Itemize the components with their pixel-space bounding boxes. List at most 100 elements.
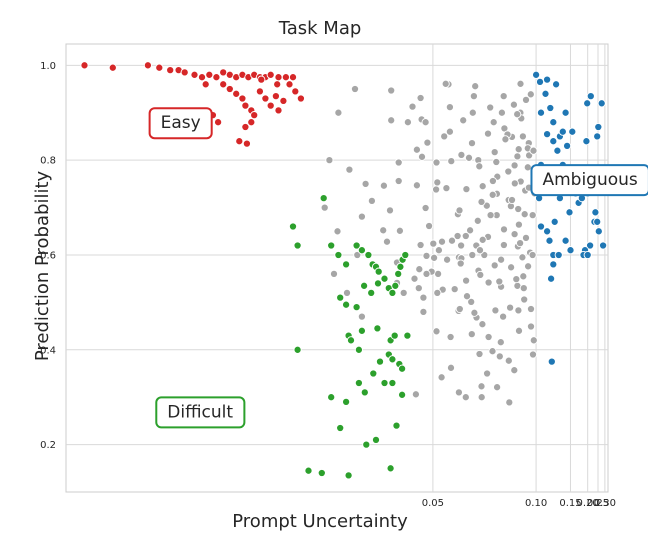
data-point bbox=[432, 327, 441, 336]
data-point bbox=[336, 423, 345, 433]
data-point bbox=[464, 153, 474, 162]
data-point bbox=[412, 181, 421, 190]
data-point bbox=[317, 468, 326, 478]
data-point bbox=[388, 378, 397, 388]
data-point bbox=[320, 203, 329, 212]
data-point bbox=[342, 288, 352, 297]
data-point bbox=[422, 251, 431, 260]
data-point bbox=[425, 221, 434, 231]
data-point bbox=[410, 274, 419, 283]
data-point bbox=[367, 196, 376, 205]
data-point bbox=[421, 203, 430, 213]
data-point bbox=[401, 250, 410, 260]
data-point bbox=[108, 63, 117, 72]
data-point bbox=[583, 99, 592, 108]
data-point bbox=[488, 347, 497, 356]
data-point bbox=[478, 320, 487, 329]
data-point bbox=[514, 145, 523, 154]
data-point bbox=[483, 129, 493, 138]
data-point bbox=[461, 393, 470, 402]
data-point bbox=[419, 293, 428, 302]
data-point bbox=[408, 102, 417, 111]
data-point bbox=[495, 352, 504, 361]
data-point bbox=[266, 70, 275, 79]
data-point bbox=[545, 236, 554, 245]
data-point bbox=[357, 326, 366, 335]
region-label-ambiguous: Ambiguous bbox=[530, 164, 648, 197]
region-label-box bbox=[148, 107, 213, 140]
data-point bbox=[476, 270, 485, 279]
data-point bbox=[591, 208, 600, 217]
data-point bbox=[561, 108, 570, 117]
x-tick-label: 0.25 bbox=[587, 498, 609, 509]
data-point bbox=[509, 100, 518, 109]
data-point bbox=[528, 211, 537, 220]
data-point bbox=[526, 90, 535, 99]
data-point bbox=[536, 222, 546, 231]
data-point bbox=[528, 250, 537, 260]
data-point bbox=[467, 139, 477, 148]
data-point bbox=[507, 195, 517, 205]
region-labels: Easy Ambiguous Difficult bbox=[148, 107, 648, 429]
data-point bbox=[396, 262, 405, 271]
data-point bbox=[434, 246, 443, 255]
data-point bbox=[488, 190, 497, 199]
data-point bbox=[411, 390, 420, 399]
data-point bbox=[459, 116, 468, 125]
data-point bbox=[274, 106, 283, 115]
data-point bbox=[484, 278, 493, 287]
data-point bbox=[415, 265, 424, 274]
data-point bbox=[543, 130, 552, 139]
data-point bbox=[379, 226, 388, 235]
data-point bbox=[388, 288, 397, 297]
data-point bbox=[586, 92, 595, 101]
data-point bbox=[514, 306, 523, 315]
data-point bbox=[499, 225, 509, 234]
data-point bbox=[547, 357, 556, 366]
data-point bbox=[336, 293, 345, 302]
data-point bbox=[594, 227, 603, 236]
data-point bbox=[520, 295, 529, 304]
data-point bbox=[507, 263, 516, 272]
data-point bbox=[285, 80, 294, 89]
data-point bbox=[492, 157, 501, 167]
data-point bbox=[274, 73, 283, 82]
data-point bbox=[523, 163, 532, 172]
data-point bbox=[447, 236, 457, 245]
data-point bbox=[471, 82, 480, 91]
region-label-box bbox=[155, 396, 246, 429]
data-point bbox=[593, 217, 602, 226]
y-axis-ticks: 0.2 0.4 0.6 0.8 1.0 bbox=[40, 61, 56, 451]
data-point bbox=[467, 297, 476, 306]
region-label-text: Ambiguous bbox=[542, 170, 637, 190]
data-point bbox=[416, 93, 425, 103]
data-point bbox=[543, 227, 552, 236]
data-point bbox=[468, 108, 477, 117]
data-point bbox=[445, 127, 454, 136]
data-point bbox=[414, 284, 423, 293]
data-point bbox=[346, 336, 356, 345]
data-point bbox=[235, 137, 244, 146]
data-point bbox=[361, 179, 370, 188]
data-point bbox=[499, 92, 508, 101]
data-point bbox=[461, 231, 470, 241]
y-tick-label: 1.0 bbox=[40, 61, 56, 72]
data-point bbox=[504, 167, 513, 176]
data-point bbox=[373, 324, 382, 333]
x-tick-label: 0.10 bbox=[525, 498, 547, 509]
data-point bbox=[490, 261, 499, 270]
data-point bbox=[344, 471, 353, 480]
data-point bbox=[180, 68, 189, 77]
data-point bbox=[518, 253, 527, 262]
data-point bbox=[455, 206, 464, 215]
data-point bbox=[281, 73, 290, 82]
data-point bbox=[553, 146, 562, 155]
data-point bbox=[599, 241, 608, 250]
data-point bbox=[486, 211, 495, 220]
data-point bbox=[510, 366, 519, 375]
data-point bbox=[432, 185, 441, 194]
data-point bbox=[325, 156, 334, 165]
data-point bbox=[403, 331, 412, 340]
data-point bbox=[288, 222, 298, 231]
data-point bbox=[521, 95, 531, 104]
